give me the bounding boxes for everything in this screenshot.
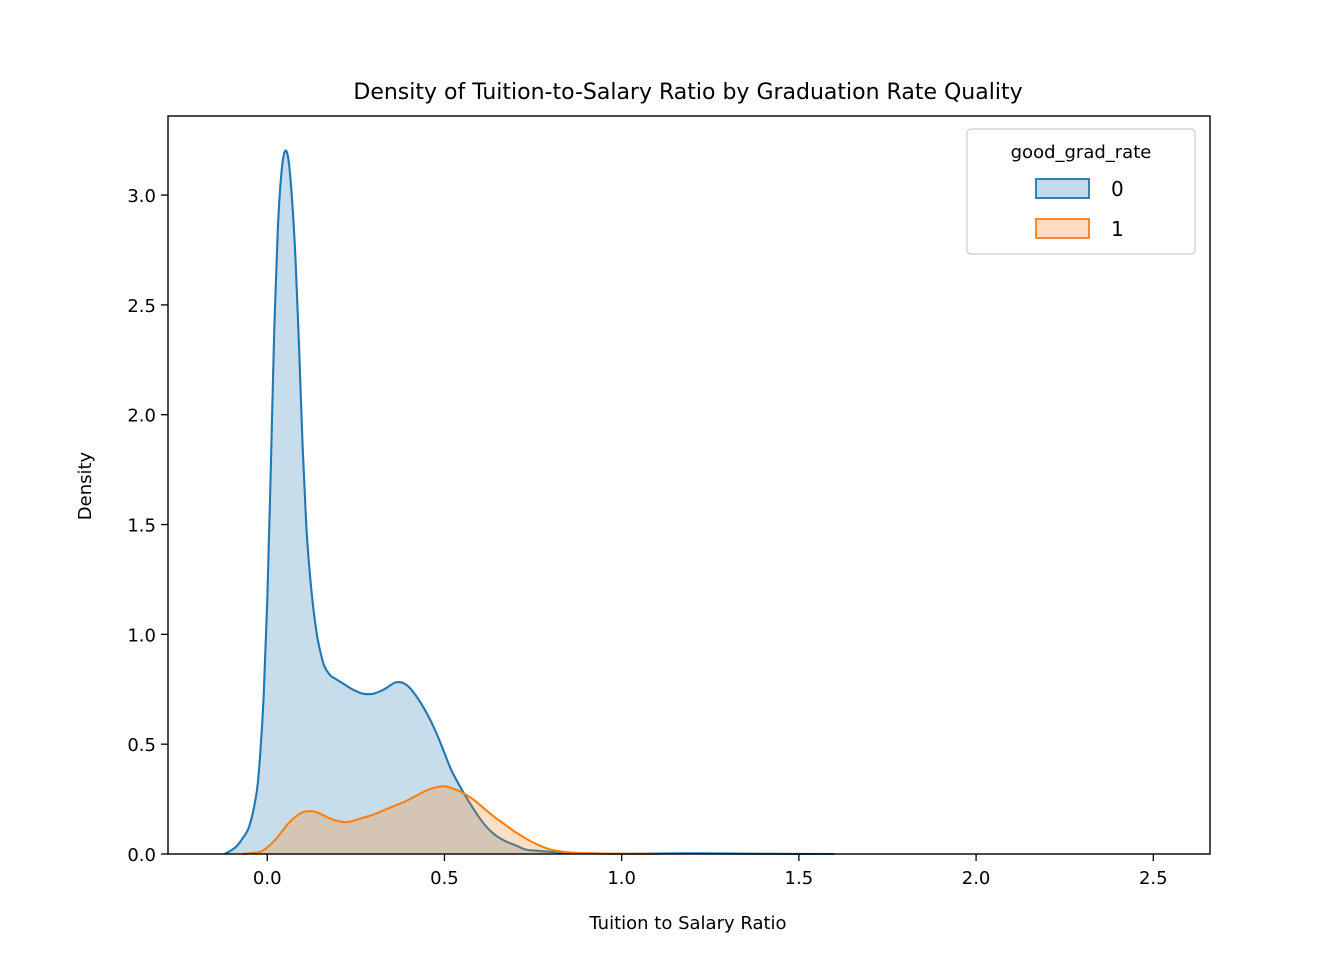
series-0-line (224, 149, 835, 856)
y-tick-label: 1.5 (127, 516, 156, 537)
x-tick-label: 1.0 (607, 868, 636, 889)
y-tick-label: 2.5 (127, 296, 156, 317)
legend-swatch-0 (1035, 178, 1090, 199)
plot-frame (167, 115, 1211, 855)
series-1-area (242, 786, 658, 854)
plot-area (224, 149, 835, 856)
x-axis-label: Tuition to Salary Ratio (588, 913, 786, 934)
series-0-area (224, 150, 835, 854)
y-tick-label: 3.0 (127, 186, 156, 207)
x-tick-label: 0.5 (430, 868, 459, 889)
y-tick-label: 2.0 (127, 406, 156, 427)
legend-label-1: 1 (1111, 217, 1124, 241)
legend: good_grad_rate 0 1 (966, 128, 1196, 255)
y-axis: 0.0 0.5 1.0 1.5 2.0 2.5 3.0 (127, 186, 168, 866)
legend-title: good_grad_rate (1011, 142, 1152, 163)
legend-swatch-1 (1035, 218, 1090, 239)
y-tick-label: 0.5 (127, 735, 156, 756)
y-axis-label: Density (75, 451, 96, 520)
y-tick-label: 0.0 (127, 845, 156, 866)
y-tick-label: 1.0 (127, 625, 156, 646)
series-1-line (242, 785, 658, 856)
x-tick-label: 0.0 (253, 868, 282, 889)
chart-title: Density of Tuition-to-Salary Ratio by Gr… (353, 80, 1022, 105)
x-axis: 0.0 0.5 1.0 1.5 2.0 2.5 (253, 854, 1168, 889)
x-tick-label: 2.5 (1139, 868, 1168, 889)
x-tick-label: 1.5 (785, 868, 814, 889)
legend-label-0: 0 (1111, 177, 1124, 201)
x-tick-label: 2.0 (962, 868, 991, 889)
